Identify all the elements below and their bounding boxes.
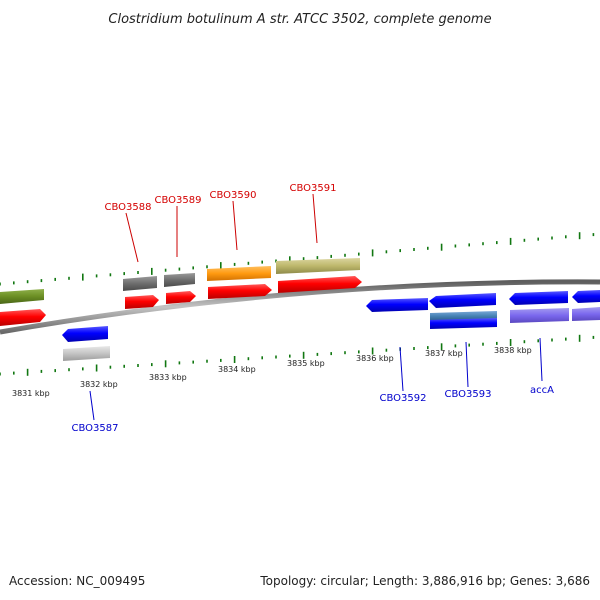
- kbp-label: 3836 kbp: [356, 354, 394, 363]
- gene-arrow-cbo3587[interactable]: [62, 326, 108, 342]
- reverse-gene-track: [62, 290, 600, 361]
- feature-blue-3593b[interactable]: [430, 318, 497, 329]
- kbp-label: 3831 kbp: [12, 389, 50, 398]
- reverse-leader-lines: [89, 337, 543, 421]
- gene-label-cbo3593[interactable]: CBO3593: [445, 389, 492, 400]
- kbp-label: 3837 kbp: [425, 349, 463, 358]
- gene-label-cbo3588[interactable]: CBO3588: [105, 202, 152, 213]
- feature-gray-3589[interactable]: [164, 273, 195, 287]
- genome-backbone: [0, 279, 600, 335]
- gene-arrow-cbo3591[interactable]: [278, 276, 362, 293]
- kbp-label: 3834 kbp: [218, 365, 256, 374]
- gene-label-cbo3591[interactable]: CBO3591: [290, 183, 337, 194]
- feature-lightgray-3587[interactable]: [63, 346, 110, 361]
- map-title: Clostridium botulinum A str. ATCC 3502, …: [108, 12, 491, 27]
- gene-label-cbo3587[interactable]: CBO3587: [72, 423, 119, 434]
- gene-arrow-right-edge[interactable]: [572, 290, 600, 303]
- feature-gray-3588[interactable]: [123, 276, 157, 291]
- kbp-label: 3833 kbp: [149, 373, 187, 382]
- kbp-label: 3832 kbp: [80, 380, 118, 389]
- kbp-label: 3835 kbp: [287, 359, 325, 368]
- feature-green[interactable]: [0, 289, 44, 304]
- gene-label-cbo3590[interactable]: CBO3590: [210, 190, 257, 201]
- gene-arrow-cbo3593[interactable]: [429, 293, 496, 308]
- lower-tick-row: [0, 334, 595, 376]
- gene-arrow-cbo3590[interactable]: [208, 284, 272, 299]
- upper-feature-track: [0, 258, 360, 304]
- genome-summary-text: Topology: circular; Length: 3,886,916 bp…: [259, 574, 590, 588]
- gene-label-accA[interactable]: accA: [530, 385, 554, 396]
- feature-purple-right-edge[interactable]: [572, 307, 600, 321]
- feature-khaki-3591[interactable]: [276, 258, 360, 274]
- feature-orange-3590[interactable]: [207, 266, 271, 281]
- forward-leader-lines: [125, 193, 318, 263]
- accession-text: Accession: NC_009495: [9, 574, 145, 588]
- feature-purple-accA[interactable]: [510, 308, 569, 323]
- gene-arrow-cbo3588[interactable]: [125, 295, 159, 309]
- kbp-axis-labels: 3831 kbp 3832 kbp 3833 kbp 3834 kbp 3835…: [12, 346, 532, 398]
- upper-tick-row: [0, 232, 595, 286]
- gene-label-cbo3592[interactable]: CBO3592: [380, 393, 427, 404]
- gene-arrow-cbo3589[interactable]: [166, 291, 196, 304]
- gene-arrow-accA[interactable]: [509, 291, 568, 305]
- gene-arrow-cbo3592[interactable]: [366, 298, 428, 312]
- gene-arrow-forward[interactable]: [0, 309, 46, 326]
- gene-label-cbo3589[interactable]: CBO3589: [155, 195, 202, 206]
- forward-gene-track: [0, 276, 362, 326]
- kbp-label: 3838 kbp: [494, 346, 532, 355]
